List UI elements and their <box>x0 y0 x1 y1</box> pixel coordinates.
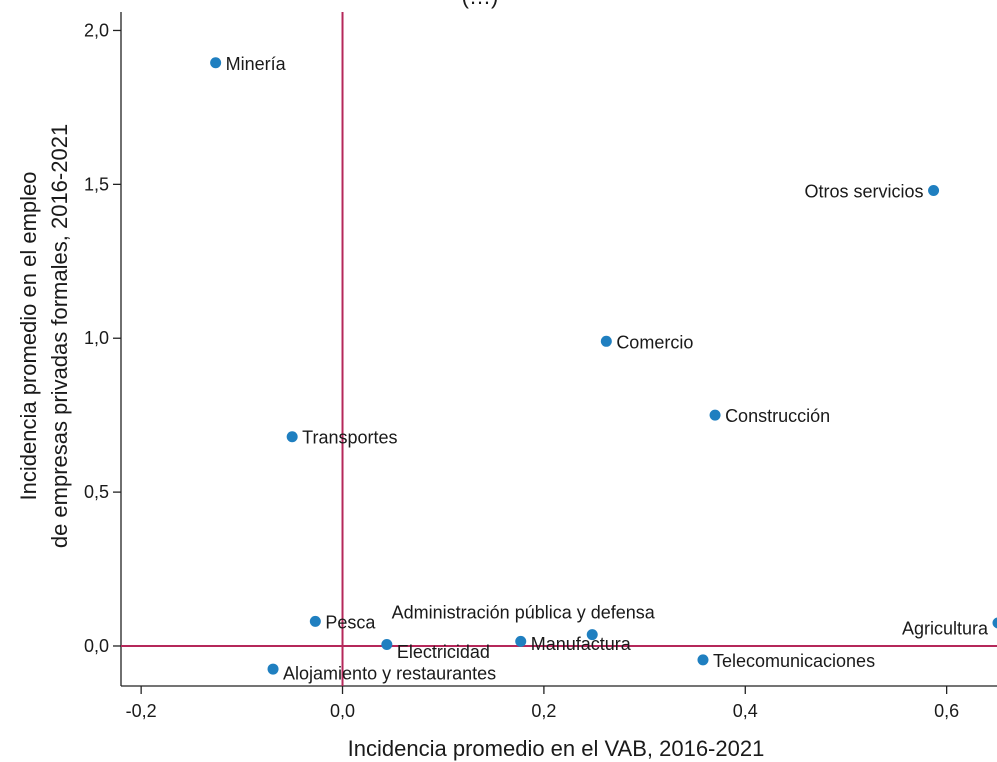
data-point-label: Pesca <box>325 612 376 632</box>
data-point-label: Comercio <box>616 332 693 352</box>
data-point <box>586 629 598 641</box>
data-point <box>515 635 527 647</box>
data-point <box>928 185 940 197</box>
data-point-label: Telecomunicaciones <box>713 651 875 671</box>
data-point-label: Agricultura <box>902 619 989 639</box>
data-point <box>267 663 279 675</box>
y-tick-label: 1,5 <box>84 174 109 194</box>
data-point <box>286 431 298 443</box>
x-tick-label: 0,4 <box>733 701 758 721</box>
chart-title: (…) <box>462 0 499 9</box>
data-point-label: Administración pública y defensa <box>392 603 656 623</box>
x-tick-label: 0,6 <box>934 701 959 721</box>
x-tick-label: 0,0 <box>330 701 355 721</box>
y-axis-title-line1: Incidencia promedio en el empleo <box>16 172 41 501</box>
data-point <box>210 57 222 69</box>
y-tick-label: 2,0 <box>84 20 109 40</box>
data-point <box>697 654 709 666</box>
x-tick-label: -0,2 <box>126 701 157 721</box>
axes: 0,0 0,5 1,0 1,5 2,0 -0,2 0,0 0,2 0,4 0,6 <box>84 12 997 721</box>
y-tick-label: 1,0 <box>84 328 109 348</box>
data-points: Minería Otros servicios Comercio Construcci… <box>210 54 997 683</box>
data-point <box>600 335 612 347</box>
y-tick-label: 0,0 <box>84 636 109 656</box>
data-point-label: Minería <box>226 54 287 74</box>
data-point <box>381 638 393 650</box>
data-point-label: Alojamiento y restaurantes <box>283 663 496 683</box>
x-tick-label: 0,2 <box>531 701 556 721</box>
data-point-label: Otros servicios <box>805 182 924 202</box>
data-point-label: Electricidad <box>397 642 490 662</box>
data-point <box>709 409 721 421</box>
data-point-label: Construcción <box>725 406 830 426</box>
y-tick-label: 0,5 <box>84 482 109 502</box>
reference-lines <box>121 12 997 686</box>
data-point <box>309 615 321 627</box>
data-point-label: Transportes <box>302 428 397 448</box>
x-axis-title: Incidencia promedio en el VAB, 2016-2021 <box>348 736 765 761</box>
data-point-label: Manufactura <box>531 634 632 654</box>
y-axis-title-line2: de empresas privadas formales, 2016-2021 <box>47 124 72 548</box>
data-point <box>992 617 997 629</box>
